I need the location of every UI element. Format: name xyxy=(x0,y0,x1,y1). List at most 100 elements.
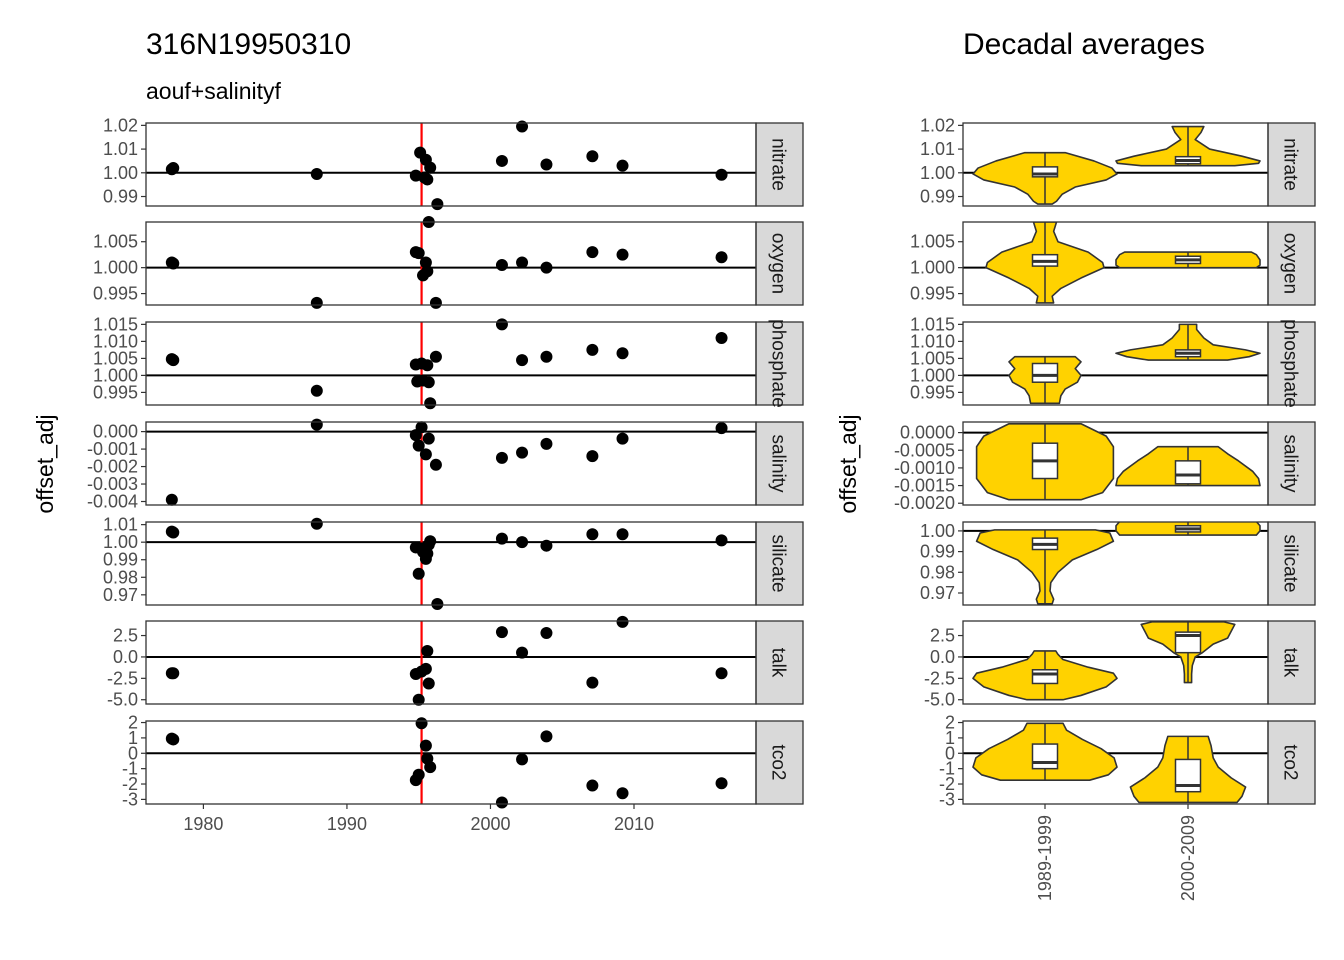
left-tco2-y-tick-label: -2 xyxy=(122,774,138,794)
box-iqr xyxy=(1031,669,1059,685)
data-point xyxy=(540,261,553,274)
right-phosphate-strip xyxy=(1267,321,1316,406)
left-salinity-strip-label: salinity xyxy=(768,434,789,493)
left-oxygen-strip xyxy=(755,221,804,306)
left-panel-border xyxy=(145,521,757,606)
data-point xyxy=(415,421,428,434)
data-point xyxy=(495,626,508,639)
data-point xyxy=(616,432,629,445)
right-phosphate-strip-label: phosphate xyxy=(1280,319,1301,408)
left-silicate-y-tick-label: 0.97 xyxy=(103,585,138,605)
data-point xyxy=(715,777,728,790)
right-silicate-y-tick-label: 0.99 xyxy=(920,542,955,562)
data-point xyxy=(421,265,434,278)
left-tco2-strip xyxy=(755,720,804,805)
data-point xyxy=(412,693,425,706)
data-point xyxy=(516,753,529,766)
data-point xyxy=(424,761,437,774)
data-point xyxy=(167,526,180,539)
data-point xyxy=(540,158,553,171)
left-y-axis-title: offset_adj xyxy=(32,414,58,513)
left-salinity-strip xyxy=(755,421,804,506)
data-point xyxy=(495,451,508,464)
left-talk-y-tick-label: 0.0 xyxy=(113,647,138,667)
left-salinity-y-tick-label: -0.001 xyxy=(87,439,138,459)
data-point xyxy=(540,730,553,743)
data-point xyxy=(715,251,728,264)
left-panel-border xyxy=(145,720,757,805)
right-phosphate-y-tick-label: 1.000 xyxy=(910,365,955,385)
left-oxygen-strip-label: oxygen xyxy=(768,233,789,294)
left-talk-strip-label: talk xyxy=(768,648,789,678)
right-silicate-strip-label: silicate xyxy=(1280,534,1301,592)
data-point xyxy=(310,296,323,309)
data-point xyxy=(516,536,529,549)
left-silicate-y-tick-label: 0.98 xyxy=(103,567,138,587)
data-point xyxy=(167,257,180,270)
left-silicate-y-tick-label: 1.00 xyxy=(103,532,138,552)
left-salinity-y-tick-label: 0.000 xyxy=(93,422,138,442)
data-point xyxy=(167,162,180,175)
left-silicate-y-tick-label: 0.99 xyxy=(103,550,138,570)
data-point xyxy=(167,733,180,746)
right-salinity-y-tick-label: -0.0005 xyxy=(894,440,955,460)
left-talk-y-tick-label: -5.0 xyxy=(107,690,138,710)
data-point xyxy=(419,256,432,269)
data-point xyxy=(495,796,508,809)
right-plot-area-talk xyxy=(972,621,1236,701)
right-silicate-strip xyxy=(1267,521,1316,606)
left-salinity-y-tick-label: -0.002 xyxy=(87,457,138,477)
left-talk-y-tick-label: 2.5 xyxy=(113,626,138,646)
left-nitrate-y-tick-label: 1.00 xyxy=(103,163,138,183)
left-salinity-y-tick-label: -0.004 xyxy=(87,492,138,512)
data-point xyxy=(419,448,432,461)
x-tick-label: 2000 xyxy=(470,814,510,834)
right-salinity-y-tick-label: -0.0015 xyxy=(894,476,955,496)
box-iqr xyxy=(1174,631,1202,654)
right-title: Decadal averages xyxy=(963,28,1205,61)
right-talk-y-tick-label: -5.0 xyxy=(924,690,955,710)
data-point xyxy=(586,246,599,259)
right-tco2-y-tick-label: -2 xyxy=(939,774,955,794)
left-silicate-y-tick-label: 1.01 xyxy=(103,515,138,535)
left-panel-border xyxy=(145,221,757,306)
data-point xyxy=(540,437,553,450)
data-point xyxy=(715,422,728,435)
right-talk-y-tick-label: 2.5 xyxy=(930,626,955,646)
right-panel-border xyxy=(962,720,1269,805)
data-point xyxy=(715,667,728,680)
left-tco2-strip-label: tco2 xyxy=(768,745,789,781)
left-phosphate-y-tick-label: 1.010 xyxy=(93,331,138,351)
data-point xyxy=(419,662,432,675)
right-phosphate-y-tick-label: 1.010 xyxy=(910,331,955,351)
data-point xyxy=(421,644,434,657)
left-facet-silicate: 0.970.980.991.001.01 silicate xyxy=(103,515,804,610)
left-phosphate-y-tick-label: 1.005 xyxy=(93,348,138,368)
right-phosphate-y-tick-label: 0.995 xyxy=(910,382,955,402)
data-point xyxy=(167,667,180,680)
left-tco2-y-tick-label: 1 xyxy=(128,728,138,748)
left-facet-nitrate: 0.99 1.00 1.01 1.02 nitrate xyxy=(103,115,804,211)
left-panel-border xyxy=(145,321,757,406)
right-plot-area-tco2 xyxy=(972,722,1247,804)
data-point xyxy=(429,458,442,471)
left-panel-border xyxy=(145,122,757,207)
left-phosphate-y-tick-label: 1.000 xyxy=(93,365,138,385)
right-nitrate-strip-label: nitrate xyxy=(1280,138,1301,191)
right-facet-oxygen: 0.995 1.000 1.005 oxygen xyxy=(910,221,1316,306)
box-iqr xyxy=(1031,166,1059,178)
left-nitrate-y-tick-label: 1.01 xyxy=(103,139,138,159)
right-talk-strip-label: talk xyxy=(1280,648,1301,678)
right-y-axis-title: offset_adj xyxy=(835,414,861,513)
data-point xyxy=(540,350,553,363)
right-nitrate-y-tick-label: 0.99 xyxy=(920,187,955,207)
right-plot-area-silicate xyxy=(975,522,1261,605)
x-tick-label: 1990 xyxy=(327,814,367,834)
right-panel-border xyxy=(962,221,1269,306)
right-silicate-y-tick-label: 0.98 xyxy=(920,562,955,582)
